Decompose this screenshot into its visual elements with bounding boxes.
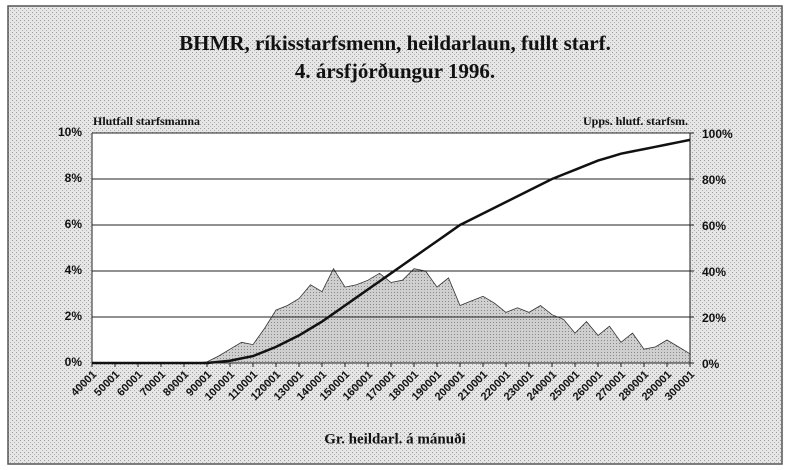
y-tick-label: 2%	[65, 309, 83, 323]
y2-axis-label: Upps. hlutf. starfsm.	[583, 114, 688, 128]
y2-tick-label: 100%	[702, 127, 733, 141]
y-tick-label: 4%	[65, 263, 83, 277]
chart-subtitle: 4. ársfjórðungur 1996.	[295, 59, 495, 83]
y2-tick-label: 20%	[702, 311, 726, 325]
x-axis-label: Gr. heildarl. á mánuði	[324, 431, 466, 447]
y-axis-label: Hlutfall starfsmanna	[93, 114, 200, 128]
y-tick-label: 10%	[58, 125, 82, 139]
y-tick-label: 0%	[65, 355, 83, 369]
y-tick-label: 8%	[65, 171, 83, 185]
y-tick-label: 6%	[65, 217, 83, 231]
y2-tick-label: 0%	[702, 357, 720, 371]
chart-title: BHMR, ríkisstarfsmenn, heildarlaun, full…	[179, 31, 611, 55]
y2-tick-label: 60%	[702, 219, 726, 233]
y2-tick-label: 80%	[702, 173, 726, 187]
y2-tick-label: 40%	[702, 265, 726, 279]
line	[92, 138, 691, 365]
